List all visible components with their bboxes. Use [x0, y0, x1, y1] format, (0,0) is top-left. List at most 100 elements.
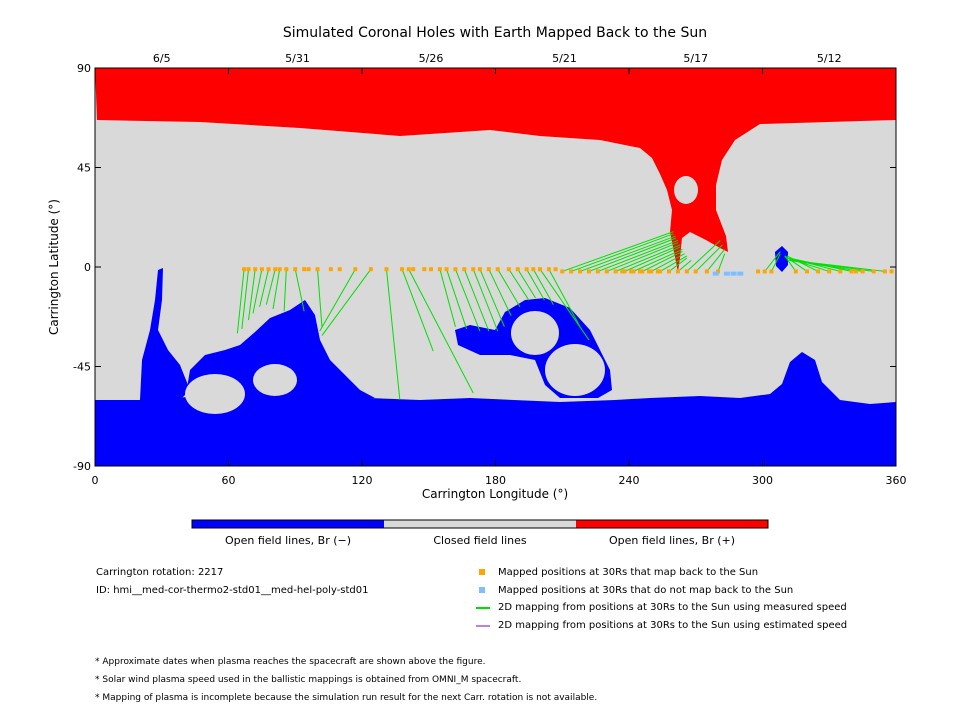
mapped-point [622, 269, 627, 274]
mapping-line [764, 251, 781, 272]
mapped-point [471, 267, 476, 272]
mapping-line [579, 235, 676, 272]
mapped-point [524, 267, 529, 272]
mapped-point [762, 269, 767, 274]
mapped-point [889, 269, 894, 274]
mapping-line [695, 244, 723, 272]
mapped-point [453, 267, 458, 272]
colorbar-label-open-negative: Open field lines, Br (−) [224, 534, 352, 547]
mapped-points [242, 267, 894, 276]
y-axis-label: Carrington Latitude (°) [47, 199, 61, 335]
mapped-point [406, 267, 411, 272]
mapped-point [675, 269, 680, 274]
mapping-line [706, 248, 726, 272]
mapping-line [597, 240, 679, 272]
mapped-point [684, 269, 689, 274]
mapping-line [294, 269, 305, 312]
mapped-point [259, 267, 264, 272]
mapping-line [539, 268, 590, 341]
mapped-point [477, 267, 482, 272]
open-positive-region [95, 68, 896, 272]
mapped-point [246, 267, 251, 272]
top-date-label: 5/26 [419, 52, 444, 65]
mapping-line [562, 231, 674, 272]
mapped-point [546, 267, 551, 272]
mapping-line [508, 268, 530, 301]
mapping-line [319, 268, 356, 332]
footnote-speed: * Solar wind plasma speed used in the ba… [95, 675, 522, 685]
mapped-point [462, 267, 467, 272]
mapped-point [860, 269, 865, 274]
footnote-incomplete: * Mapping of plasma is incomplete becaus… [95, 693, 598, 703]
mapped-point [716, 269, 720, 274]
mapping-line [439, 269, 456, 327]
x-axis-label: Carrington Longitude (°) [422, 487, 568, 501]
mapped-point [422, 267, 427, 272]
colorbar-frame [191, 519, 769, 529]
x-tick-label: 60 [222, 474, 236, 487]
mapped-point [293, 267, 298, 272]
not-mapped-point [712, 271, 719, 276]
mapped-point [242, 267, 247, 272]
not-mapped-point [737, 271, 744, 276]
mapped-point [613, 269, 618, 274]
plot-area [94, 67, 897, 467]
mapping-line [401, 269, 434, 352]
mapped-point [538, 267, 542, 272]
mapped-point [444, 267, 449, 272]
mapped-point [655, 269, 660, 274]
mapping-line [686, 240, 721, 272]
mapping-line [548, 268, 581, 327]
colorbar-open-negative [192, 520, 384, 528]
y-tick-label: 45 [77, 162, 91, 175]
mapped-point [853, 269, 858, 274]
mapping-line [272, 269, 281, 310]
mapped-point [693, 269, 698, 274]
x-tick-label: 360 [886, 474, 907, 487]
mapped-point [595, 269, 600, 274]
closed-island [545, 344, 605, 396]
mapped-point [838, 269, 843, 274]
mapped-point [337, 267, 342, 272]
mapped-point [805, 269, 809, 274]
mapped-point [253, 267, 258, 272]
mapped-point [515, 267, 520, 272]
colorbar-closed [384, 520, 576, 528]
mapped-point [640, 269, 645, 274]
mapped-point [531, 267, 536, 272]
mapping-line [717, 253, 726, 272]
not-mapped-square-icon [479, 587, 485, 593]
mapping-line [633, 248, 683, 272]
mapped-point [266, 267, 271, 272]
mapped-point [629, 269, 634, 274]
legend-estimated: 2D mapping from positions at 30Rs to the… [498, 620, 848, 631]
mapping-line [241, 269, 250, 329]
mapping-line [385, 269, 401, 400]
mapped-point [649, 269, 654, 274]
footnote-dates: * Approximate dates when plasma reaches … [95, 657, 486, 667]
mapped-point [368, 267, 373, 272]
mapping-line [615, 244, 681, 272]
top-date-axis: 6/5 5/31 5/26 5/21 5/17 5/12 [153, 52, 842, 65]
open-negative-small-hole [775, 246, 788, 272]
open-negative-south-region [95, 352, 896, 466]
run-id: ID: hmi__med-cor-thermo2-std01__med-hel-… [96, 585, 369, 596]
x-tick-label: 0 [92, 474, 99, 487]
mapping-line [236, 269, 245, 334]
mapping-line [532, 268, 554, 305]
mapped-point [273, 267, 278, 272]
mapped-point [277, 267, 282, 272]
mapping-line [252, 269, 263, 314]
x-tick-label: 120 [352, 474, 373, 487]
mapped-point [849, 269, 854, 274]
y-tick-label: -45 [73, 361, 91, 374]
mapped-point [658, 269, 663, 274]
mapping-line [283, 269, 287, 312]
closed-island [674, 176, 698, 204]
legend-mapped: Mapped positions at 30Rs that map back t… [498, 567, 759, 578]
mapped-point [437, 267, 442, 272]
mapped-point [569, 269, 574, 274]
x-tick-label: 180 [485, 474, 506, 487]
mapping-line [321, 268, 372, 336]
